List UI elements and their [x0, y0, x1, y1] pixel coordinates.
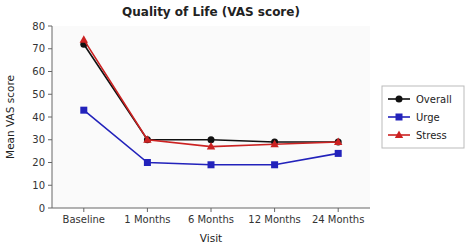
- series-line: [84, 110, 338, 165]
- point: [207, 142, 215, 150]
- y-tick-label: 10: [32, 180, 45, 191]
- point: [270, 140, 278, 148]
- y-tick: [48, 162, 52, 163]
- x-tick-label: 24 Months: [312, 214, 364, 225]
- point: [335, 150, 342, 157]
- x-axis: [52, 208, 370, 209]
- y-tick-label: 50: [32, 89, 45, 100]
- series-line: [84, 40, 338, 147]
- y-tick: [48, 208, 52, 209]
- point: [80, 107, 87, 114]
- x-tick-label: 6 Months: [188, 214, 234, 225]
- series-line: [84, 44, 338, 142]
- y-tick-label: 20: [32, 157, 45, 168]
- legend-marker: [396, 114, 403, 121]
- legend: Overall Urge Stress: [382, 86, 464, 148]
- y-tick-label: 30: [32, 134, 45, 145]
- x-tick: [211, 208, 212, 212]
- y-tick: [48, 185, 52, 186]
- legend-label: Overall: [416, 94, 452, 105]
- y-tick: [48, 139, 52, 140]
- x-axis-label: Visit: [200, 232, 222, 244]
- y-tick-label: 60: [32, 66, 45, 77]
- title: Quality of Life (VAS score): [122, 5, 300, 19]
- y-tick: [48, 117, 52, 118]
- x-tick: [274, 208, 275, 212]
- y-tick: [48, 48, 52, 49]
- x-tick-label: 1 Months: [124, 214, 170, 225]
- x-tick-label: 12 Months: [248, 214, 300, 225]
- x-tick: [83, 208, 84, 212]
- point: [143, 135, 151, 143]
- y-tick-label: 70: [32, 43, 45, 54]
- y-tick: [48, 26, 52, 27]
- x-tick: [338, 208, 339, 212]
- point: [208, 161, 215, 168]
- x-tick-label: Baseline: [63, 214, 105, 225]
- legend-label: Urge: [416, 112, 440, 123]
- legend-marker: [395, 131, 403, 139]
- y-tick: [48, 71, 52, 72]
- plot-area: [52, 26, 370, 208]
- y-axis-label: Mean VAS score: [4, 75, 16, 159]
- legend-marker: [396, 96, 403, 103]
- y-tick: [48, 94, 52, 95]
- data-group: [80, 35, 343, 168]
- point: [334, 138, 342, 146]
- y-tick-label: 80: [32, 21, 45, 32]
- legend-box: [382, 86, 464, 148]
- y-tick-label: 40: [32, 112, 45, 123]
- legend-label: Stress: [416, 130, 447, 141]
- y-tick-label: 0: [39, 203, 45, 214]
- x-tick: [147, 208, 148, 212]
- chart: 0 10 20 30 40 50 60 70 80 Baseline 1 Months 6 Month…: [0, 0, 474, 250]
- point: [80, 35, 88, 43]
- point: [335, 139, 342, 146]
- point: [271, 161, 278, 168]
- y-axis: [52, 26, 53, 208]
- point: [144, 159, 151, 166]
